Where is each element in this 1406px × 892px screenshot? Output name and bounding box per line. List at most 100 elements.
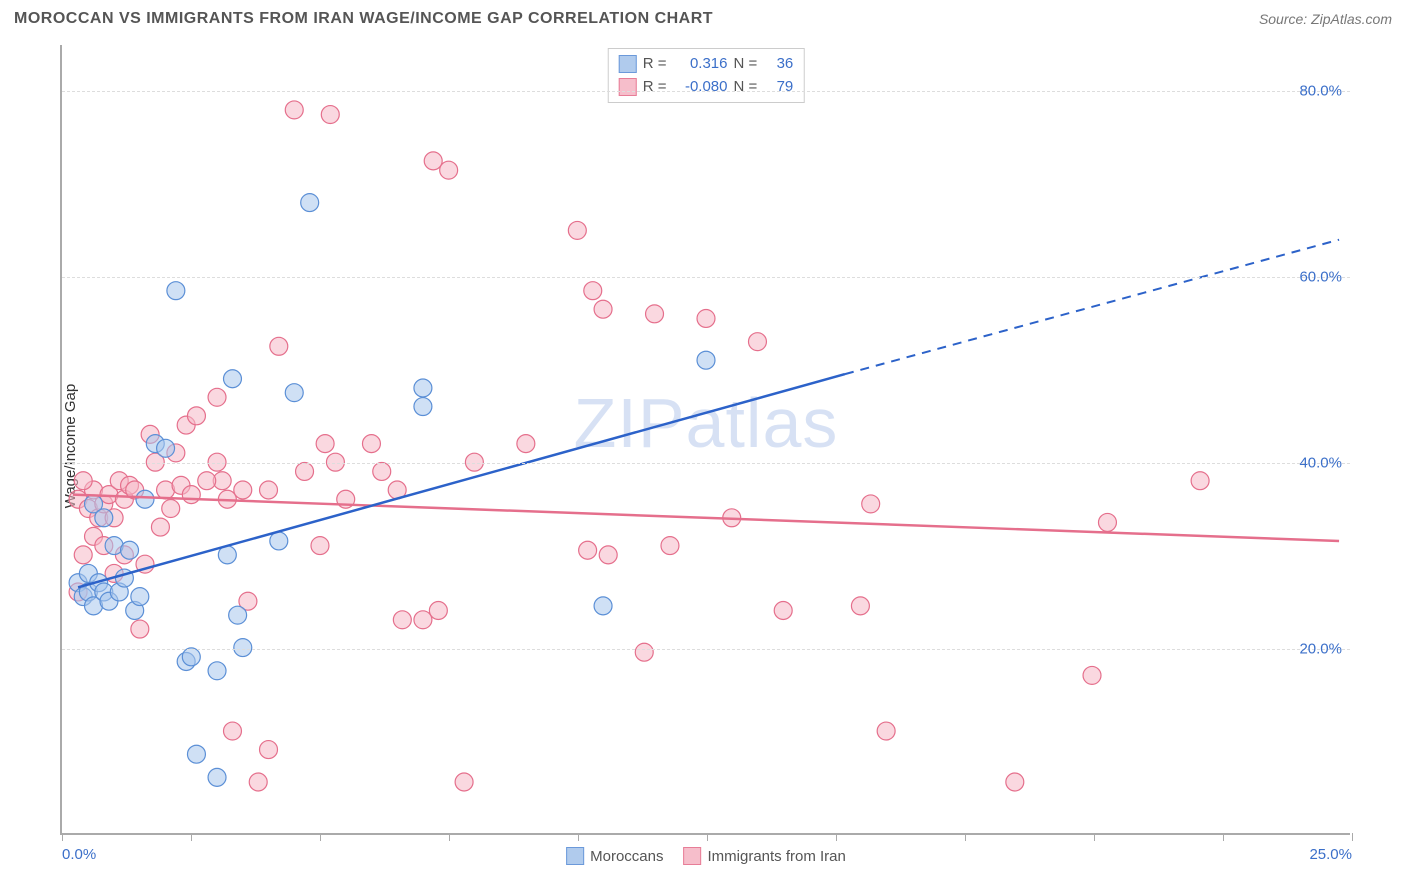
xtick-mark [707,833,708,841]
scatter-point-iran [774,602,792,620]
scatter-point-iran [362,435,380,453]
ytick-label: 40.0% [1299,455,1342,472]
scatter-point-iran [748,333,766,351]
scatter-point-moroccans [270,532,288,550]
swatch-moroccans [619,55,637,73]
xtick-label: 25.0% [1309,846,1352,863]
xtick-mark [836,833,837,841]
stats-row-iran: R = -0.080 N = 79 [619,76,794,99]
xtick-mark [1352,833,1353,841]
xtick-mark [191,833,192,841]
scatter-point-iran [182,486,200,504]
scatter-point-iran [208,388,226,406]
scatter-point-iran [414,611,432,629]
n-label: N = [734,76,758,99]
ytick-label: 20.0% [1299,641,1342,658]
scatter-point-iran [599,546,617,564]
chart-source: Source: ZipAtlas.com [1259,11,1392,27]
xtick-mark [965,833,966,841]
xtick-mark [578,833,579,841]
scatter-point-iran [661,537,679,555]
legend-label-moroccans: Moroccans [590,848,663,865]
scatter-point-iran [862,495,880,513]
scatter-point-iran [270,337,288,355]
scatter-point-iran [249,773,267,791]
scatter-point-iran [877,722,895,740]
scatter-point-iran [1191,472,1209,490]
scatter-point-iran [311,537,329,555]
legend-label-iran: Immigrants from Iran [707,848,845,865]
n-value-iran: 79 [763,76,793,99]
xtick-label: 0.0% [62,846,96,863]
scatter-point-iran [326,453,344,471]
scatter-point-moroccans [285,384,303,402]
xtick-mark [449,833,450,841]
n-value-moroccans: 36 [763,53,793,76]
xtick-mark [320,833,321,841]
scatter-point-iran [260,741,278,759]
scatter-point-iran [697,310,715,328]
gridline-h [62,463,1350,464]
scatter-point-iran [465,453,483,471]
chart-svg [62,45,1350,833]
scatter-point-iran [568,221,586,239]
scatter-point-moroccans [208,662,226,680]
scatter-point-iran [1083,666,1101,684]
scatter-point-iran [584,282,602,300]
scatter-point-iran [316,435,334,453]
xtick-mark [62,833,63,841]
r-label: R = [643,76,667,99]
scatter-point-iran [393,611,411,629]
scatter-point-moroccans [157,439,175,457]
legend-swatch-moroccans [566,847,584,865]
scatter-point-iran [74,546,92,564]
ytick-label: 60.0% [1299,269,1342,286]
scatter-point-iran [285,101,303,119]
scatter-point-iran [455,773,473,791]
scatter-point-iran [517,435,535,453]
scatter-point-iran [296,462,314,480]
scatter-point-iran [198,472,216,490]
legend-bottom: Moroccans Immigrants from Iran [566,847,846,865]
scatter-point-moroccans [224,370,242,388]
stats-row-moroccans: R = 0.316 N = 36 [619,53,794,76]
scatter-point-iran [594,300,612,318]
chart-container: MOROCCAN VS IMMIGRANTS FROM IRAN WAGE/IN… [0,0,1406,892]
scatter-point-moroccans [229,606,247,624]
r-value-iran: -0.080 [673,76,728,99]
scatter-point-iran [131,620,149,638]
scatter-point-moroccans [414,398,432,416]
gridline-h [62,649,1350,650]
scatter-point-iran [429,602,447,620]
scatter-point-iran [321,106,339,124]
scatter-point-iran [162,500,180,518]
scatter-point-iran [440,161,458,179]
scatter-point-iran [208,453,226,471]
xtick-mark [1223,833,1224,841]
scatter-point-iran [234,481,252,499]
legend-item-iran: Immigrants from Iran [683,847,845,865]
scatter-point-iran [74,472,92,490]
scatter-point-moroccans [594,597,612,615]
scatter-point-iran [851,597,869,615]
scatter-point-iran [187,407,205,425]
scatter-point-iran [646,305,664,323]
stats-legend: R = 0.316 N = 36 R = -0.080 N = 79 [608,48,805,103]
scatter-point-moroccans [136,490,154,508]
scatter-point-moroccans [131,588,149,606]
n-label: N = [734,53,758,76]
gridline-h [62,277,1350,278]
trendline-iran [73,495,1339,541]
scatter-point-iran [1098,513,1116,531]
scatter-point-moroccans [301,194,319,212]
chart-header: MOROCCAN VS IMMIGRANTS FROM IRAN WAGE/IN… [14,10,1392,28]
chart-title: MOROCCAN VS IMMIGRANTS FROM IRAN WAGE/IN… [14,10,713,28]
legend-item-moroccans: Moroccans [566,847,663,865]
scatter-point-iran [579,541,597,559]
scatter-point-moroccans [208,768,226,786]
scatter-point-iran [1006,773,1024,791]
scatter-point-moroccans [414,379,432,397]
scatter-point-iran [424,152,442,170]
gridline-h [62,91,1350,92]
xtick-mark [1094,833,1095,841]
